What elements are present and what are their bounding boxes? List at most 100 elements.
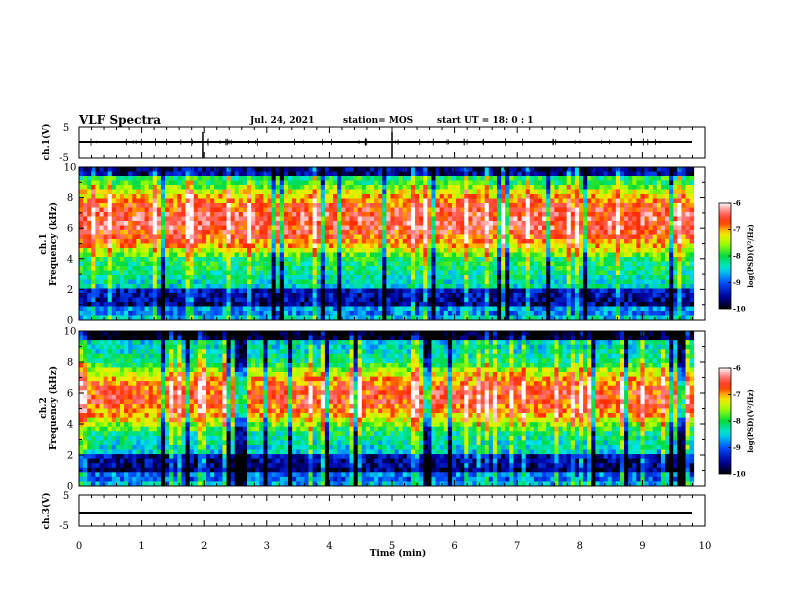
- spectrogram-cell: [95, 257, 100, 262]
- spectrogram-cell: [603, 239, 609, 244]
- spectrogram-cell: [259, 270, 264, 276]
- spectrogram-cell: [222, 221, 227, 226]
- spectrogram-cell: [611, 212, 617, 217]
- spectrogram-cell: [288, 270, 293, 276]
- spectrogram-cell: [656, 270, 662, 276]
- spectrogram-cell: [394, 216, 400, 222]
- spectrogram-cell: [578, 185, 584, 190]
- spectrogram-cell: [464, 176, 469, 181]
- spectrogram-cell: [111, 216, 117, 222]
- spectrogram-cell: [369, 275, 375, 280]
- spectrogram-cell: [517, 257, 523, 262]
- spectrogram-cell: [111, 207, 117, 213]
- spectrogram-cell: [128, 248, 133, 253]
- spectrogram-cell: [406, 230, 412, 235]
- spectrogram-cell: [148, 293, 154, 298]
- spectrogram-cell: [156, 212, 162, 217]
- spectrogram-cell: [140, 270, 145, 276]
- spectrogram-cell: [599, 288, 604, 294]
- spectrogram-cell: [574, 203, 580, 208]
- spectrogram-cell: [87, 252, 92, 258]
- spectrogram-cell: [525, 261, 531, 267]
- spectrogram-cell: [251, 171, 256, 177]
- spectrogram-cell: [517, 270, 523, 276]
- spectrogram-cell: [292, 194, 297, 199]
- spectrogram-cell: [296, 270, 301, 276]
- spectrogram-cell: [111, 221, 117, 226]
- spectrogram-cell: [583, 198, 588, 204]
- spectrogram-cell: [341, 297, 346, 303]
- spectrogram-cell: [103, 288, 109, 294]
- spectrogram-cell: [132, 167, 137, 172]
- spectrogram-cell: [140, 252, 145, 258]
- spectrogram-cell: [374, 248, 379, 253]
- spectrogram-cell: [185, 176, 191, 181]
- spectrogram-cell: [230, 176, 236, 181]
- spectrogram-cell: [460, 176, 465, 181]
- spectrogram-cell: [357, 261, 363, 267]
- spectrogram-cell: [689, 216, 695, 222]
- spectrogram-cell: [238, 257, 244, 262]
- spectrogram-cell: [144, 207, 150, 213]
- spectrogram-cell: [292, 302, 297, 307]
- spectrogram-cell: [533, 311, 539, 316]
- spectrogram-cell: [283, 221, 289, 226]
- spectrogram-cell: [476, 288, 482, 294]
- spectrogram-cell: [238, 225, 244, 231]
- spectrogram-cell: [533, 252, 539, 258]
- spectrogram-cell: [619, 279, 625, 285]
- spectrogram-cell: [279, 239, 285, 244]
- spectrogram-cell: [251, 207, 256, 213]
- spectrogram-cell: [234, 194, 240, 199]
- spectrogram-cell: [574, 248, 580, 253]
- spectrogram-cell: [99, 180, 104, 186]
- spectrogram-cell: [566, 284, 572, 289]
- spectrogram-cell: [382, 297, 387, 303]
- spectrogram-cell: [87, 185, 92, 190]
- spectrogram-cell: [300, 212, 305, 217]
- spectrogram-cell: [255, 279, 260, 285]
- spectrogram-cell: [435, 189, 441, 195]
- spectrogram-cell: [95, 293, 100, 298]
- spectrogram-cell: [628, 261, 633, 267]
- spectrogram-cell: [476, 180, 482, 186]
- spectrogram-cell: [169, 216, 174, 222]
- spectrogram-cell: [337, 261, 342, 267]
- spectrogram-cell: [476, 293, 482, 298]
- spectrogram-cell: [279, 311, 285, 316]
- spectrogram-cell: [288, 284, 293, 289]
- spectrogram-cell: [177, 225, 182, 231]
- spectrogram-cell: [353, 306, 359, 312]
- spectrogram-cell: [271, 198, 277, 204]
- spectrogram-cell: [136, 248, 141, 253]
- spectrogram-cell: [279, 252, 285, 258]
- spectrogram-cell: [492, 257, 498, 262]
- spectrogram-cell: [234, 275, 240, 280]
- spectrogram-cell: [460, 180, 465, 186]
- spectrogram-cell: [677, 243, 682, 249]
- spectrogram-cell: [132, 176, 137, 181]
- spectrogram-cell: [439, 261, 445, 267]
- spectrogram-cell: [242, 207, 248, 213]
- spectrogram-cell: [296, 297, 301, 303]
- spectrogram-cell: [369, 194, 375, 199]
- spectrogram-cell: [546, 234, 551, 240]
- spectrogram-cell: [152, 288, 158, 294]
- spectrogram-cell: [353, 185, 359, 190]
- spectrogram-cell: [599, 248, 604, 253]
- spectrogram-cell: [533, 234, 539, 240]
- spectrogram-cell: [636, 194, 641, 199]
- spectrogram-cell: [476, 284, 482, 289]
- spectrogram-cell: [374, 189, 379, 195]
- spectrogram-cell: [550, 212, 555, 217]
- spectrogram-cell: [169, 293, 174, 298]
- spectrogram-cell: [242, 185, 248, 190]
- spectrogram-cell: [550, 270, 555, 276]
- spectrogram-cell: [427, 261, 432, 267]
- spectrogram-cell: [292, 248, 297, 253]
- spectrogram-cell: [583, 284, 588, 289]
- spectrogram-cell: [345, 302, 350, 307]
- spectrogram-cell: [492, 279, 498, 285]
- spectrogram-cell: [267, 194, 273, 199]
- spectrogram-cell: [288, 198, 293, 204]
